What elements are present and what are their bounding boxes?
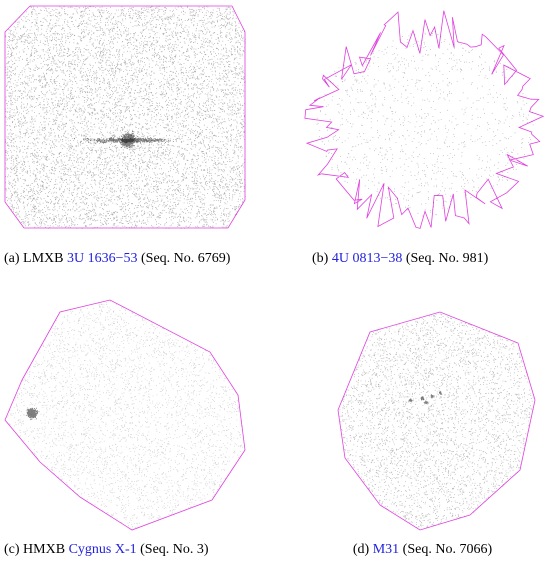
point-source <box>431 394 435 398</box>
prefix: LMXB <box>23 251 63 266</box>
link[interactable]: Cygnus X-1 <box>69 542 137 557</box>
noise-dots <box>7 301 244 529</box>
point-source <box>420 396 424 400</box>
caption-d: (d) M31 (Seq. No. 7066) <box>300 541 545 558</box>
point-source <box>408 398 412 402</box>
label: (c) <box>4 542 20 557</box>
label: (b) <box>312 251 328 266</box>
noise-dots <box>340 314 535 528</box>
image-a <box>5 6 246 229</box>
image-c <box>7 301 244 529</box>
suffix: (Seq. No. 3) <box>140 542 208 557</box>
suffix: (Seq. No. 7066) <box>403 542 492 557</box>
caption-a: (a) LMXB 3U 1636−53 (Seq. No. 6769) <box>4 250 244 267</box>
link[interactable]: M31 <box>373 542 399 557</box>
point-source <box>439 391 442 395</box>
suffix: (Seq. No. 981) <box>406 251 488 266</box>
noise-dots <box>5 6 246 229</box>
prefix: HMXB <box>23 542 65 557</box>
bright-source <box>26 408 38 420</box>
label: (a) <box>4 251 20 266</box>
caption-c: (c) HMXB Cygnus X-1 (Seq. No. 3) <box>4 541 244 558</box>
figure: (a) LMXB 3U 1636−53 (Seq. No. 6769) (b) … <box>0 0 547 588</box>
point-source <box>424 401 428 405</box>
link[interactable]: 4U 0813−38 <box>332 251 403 266</box>
outline <box>305 11 543 229</box>
caption-b: (b) 4U 0813−38 (Seq. No. 981) <box>312 250 544 267</box>
suffix: (Seq. No. 6769) <box>141 251 230 266</box>
link[interactable]: 3U 1636−53 <box>67 251 138 266</box>
label: (d) <box>353 542 369 557</box>
image-d <box>340 314 535 528</box>
figure-images <box>0 0 547 588</box>
